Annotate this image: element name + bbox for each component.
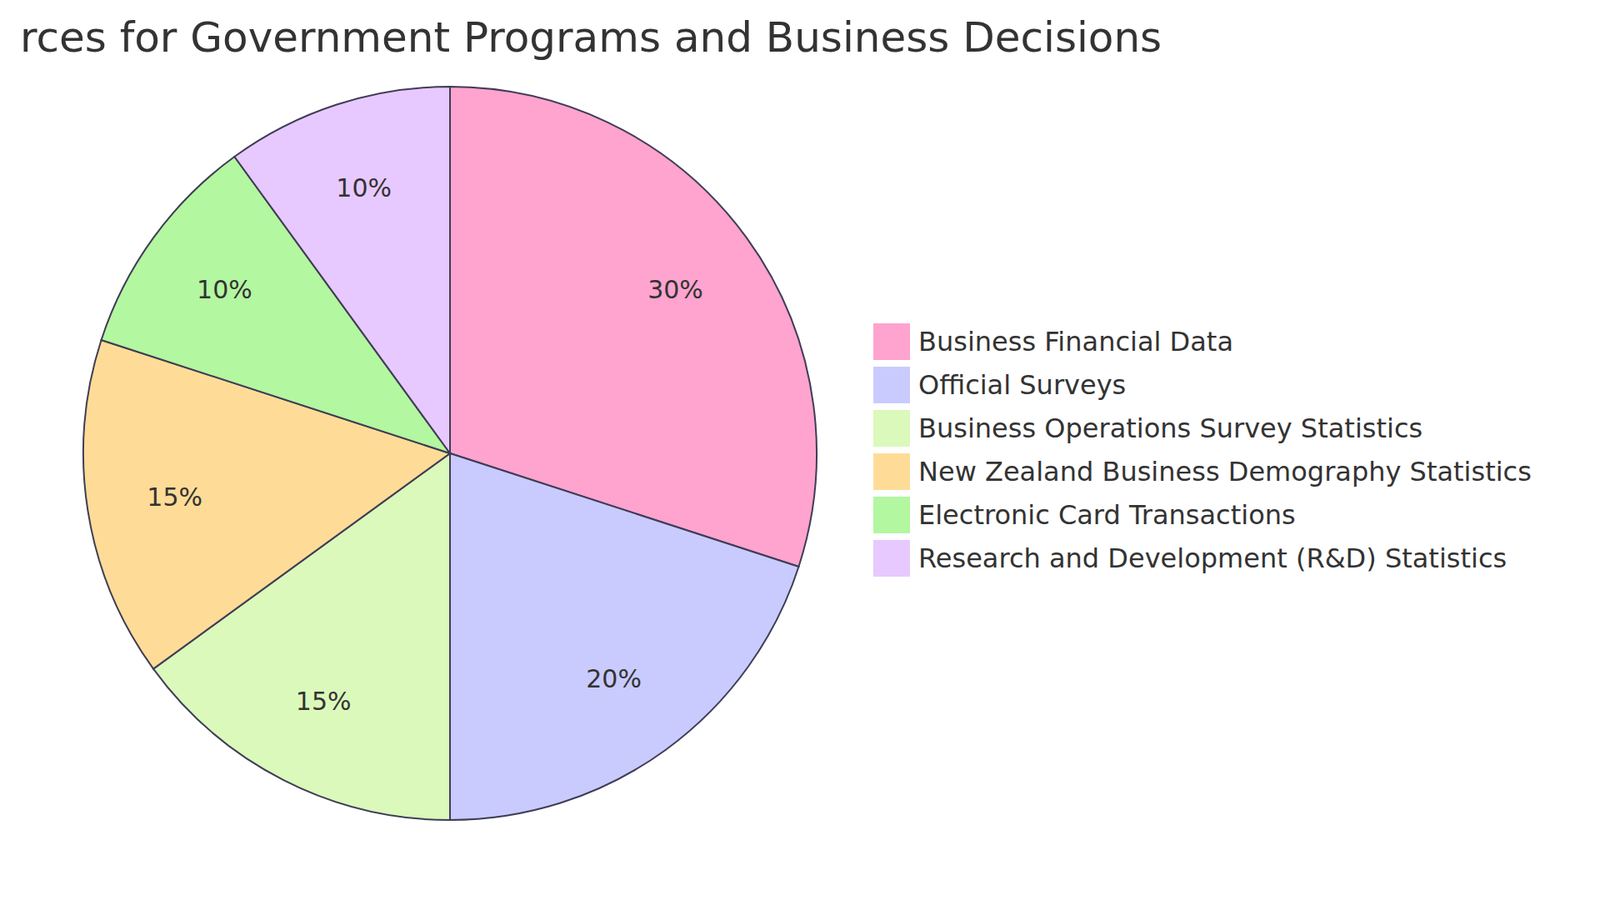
html-text:Business Operations Survey Sta: Business Operations Survey Statistics <box>918 412 1423 445</box>
svg-text:10%: 10% <box>196 275 253 305</box>
svg-text:20%: 20% <box>585 664 642 694</box>
html-text:Electronic Card Transactions: Electronic Card Transactions <box>918 499 1296 531</box>
svg-text:15%: 15% <box>146 482 203 512</box>
html-text:rces for Government Programs a: rces for Government Programs and Busines… <box>20 13 1162 62</box>
html-text:Business Financial Data: Business Financial Data <box>918 325 1234 358</box>
svg-text:30%: 30% <box>647 275 704 305</box>
svg-text:10%: 10% <box>335 173 392 203</box>
svg-text:15%: 15% <box>295 686 352 716</box>
html-text:Research and Development (R&D): Research and Development (R&D) Statistic… <box>918 542 1507 575</box>
html-text:New Zealand Business Demograph: New Zealand Business Demography Statisti… <box>918 455 1532 488</box>
html-text:Official Surveys: Official Surveys <box>918 369 1127 401</box>
